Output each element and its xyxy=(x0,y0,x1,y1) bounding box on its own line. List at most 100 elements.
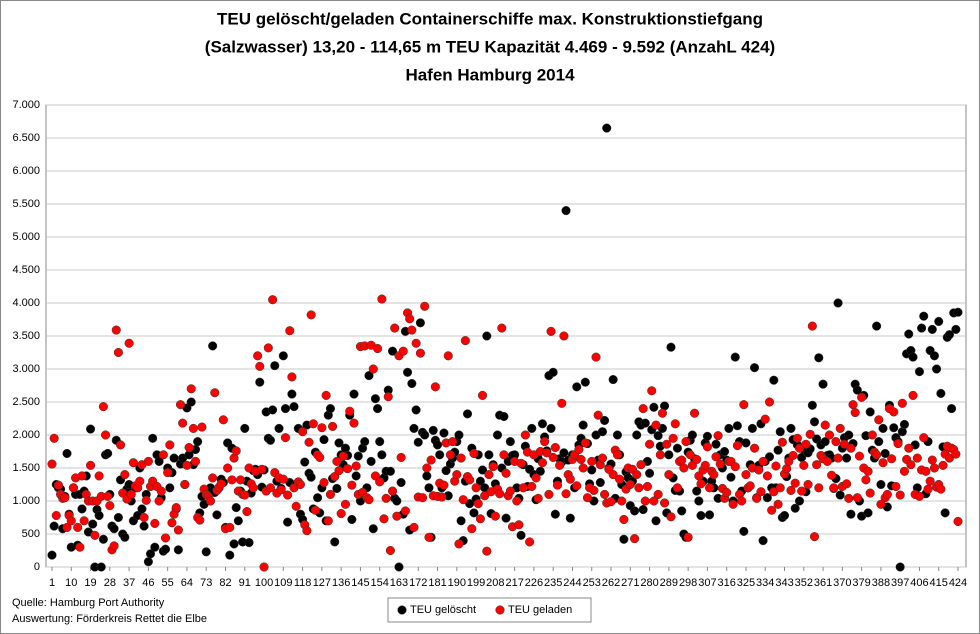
point xyxy=(938,460,948,470)
x-tick-label: 388 xyxy=(872,577,890,589)
x-tick-label: 244 xyxy=(563,577,581,589)
point xyxy=(726,472,736,482)
point xyxy=(456,516,466,526)
point xyxy=(617,496,627,506)
point xyxy=(396,477,406,488)
x-tick-label: 262 xyxy=(602,577,620,589)
point xyxy=(173,525,183,535)
point xyxy=(749,443,760,453)
point xyxy=(546,423,556,433)
point xyxy=(334,466,344,476)
point xyxy=(904,443,914,453)
point xyxy=(492,430,503,440)
point xyxy=(490,511,500,521)
point xyxy=(373,343,383,354)
point xyxy=(672,483,682,493)
point xyxy=(602,123,612,133)
point xyxy=(139,521,149,531)
point xyxy=(814,353,824,363)
point xyxy=(345,406,355,416)
point xyxy=(79,516,89,526)
point xyxy=(212,510,222,520)
point xyxy=(655,450,665,460)
point xyxy=(60,493,70,503)
point xyxy=(904,329,914,339)
point xyxy=(638,505,648,515)
legend-label: TEU geladen xyxy=(508,604,572,616)
point xyxy=(188,423,198,433)
point xyxy=(325,404,335,414)
x-tick-label: 298 xyxy=(679,577,697,589)
point xyxy=(548,452,558,462)
point xyxy=(210,388,220,398)
point xyxy=(925,476,935,486)
point xyxy=(111,325,121,335)
point xyxy=(824,430,835,440)
point xyxy=(347,480,357,490)
point xyxy=(953,307,963,317)
point xyxy=(186,397,196,407)
point xyxy=(274,423,284,433)
point xyxy=(340,499,350,509)
y-tick-label: 6.500 xyxy=(12,132,40,144)
point xyxy=(388,346,398,356)
point xyxy=(550,442,560,453)
point xyxy=(94,510,104,521)
point xyxy=(587,456,597,466)
point xyxy=(762,471,772,481)
point xyxy=(381,493,391,503)
point xyxy=(173,545,183,555)
point xyxy=(235,475,246,485)
point xyxy=(792,433,802,443)
y-tick-label: 4.000 xyxy=(12,297,40,309)
point xyxy=(165,483,175,493)
x-tick-label: 235 xyxy=(544,577,562,589)
point xyxy=(527,423,537,433)
source-note: Quelle: Hamburg Port Authority xyxy=(12,597,165,609)
point xyxy=(801,439,811,449)
point xyxy=(139,512,149,523)
point xyxy=(86,460,96,470)
point xyxy=(835,423,845,433)
x-tick-label: 199 xyxy=(467,577,485,589)
point xyxy=(657,408,667,418)
point xyxy=(278,351,288,361)
point xyxy=(668,433,678,443)
point xyxy=(565,474,575,484)
point xyxy=(863,466,873,476)
point xyxy=(409,522,419,532)
x-tick-label: 118 xyxy=(294,577,312,589)
x-tick-label: 316 xyxy=(718,577,736,589)
point xyxy=(441,466,451,476)
point xyxy=(148,433,158,443)
point xyxy=(527,481,537,492)
point xyxy=(589,485,599,495)
x-tick-label: 136 xyxy=(332,577,350,589)
point xyxy=(178,418,188,428)
point xyxy=(779,510,790,521)
point xyxy=(829,483,839,493)
point xyxy=(764,397,775,407)
point xyxy=(100,430,111,440)
point xyxy=(677,455,687,465)
point xyxy=(835,490,845,500)
point xyxy=(709,470,719,480)
point xyxy=(77,504,87,514)
point xyxy=(394,562,404,572)
point xyxy=(349,389,359,399)
point xyxy=(304,437,314,447)
point xyxy=(690,408,700,418)
point xyxy=(846,509,856,519)
point xyxy=(876,499,886,509)
point xyxy=(306,472,316,482)
y-tick-label: 2.500 xyxy=(12,396,40,408)
point xyxy=(923,484,933,494)
point xyxy=(375,477,385,487)
point xyxy=(163,468,173,478)
point xyxy=(867,430,877,440)
point xyxy=(664,470,674,480)
point xyxy=(702,442,712,452)
point xyxy=(270,361,280,371)
point xyxy=(649,402,659,412)
point xyxy=(660,498,670,508)
